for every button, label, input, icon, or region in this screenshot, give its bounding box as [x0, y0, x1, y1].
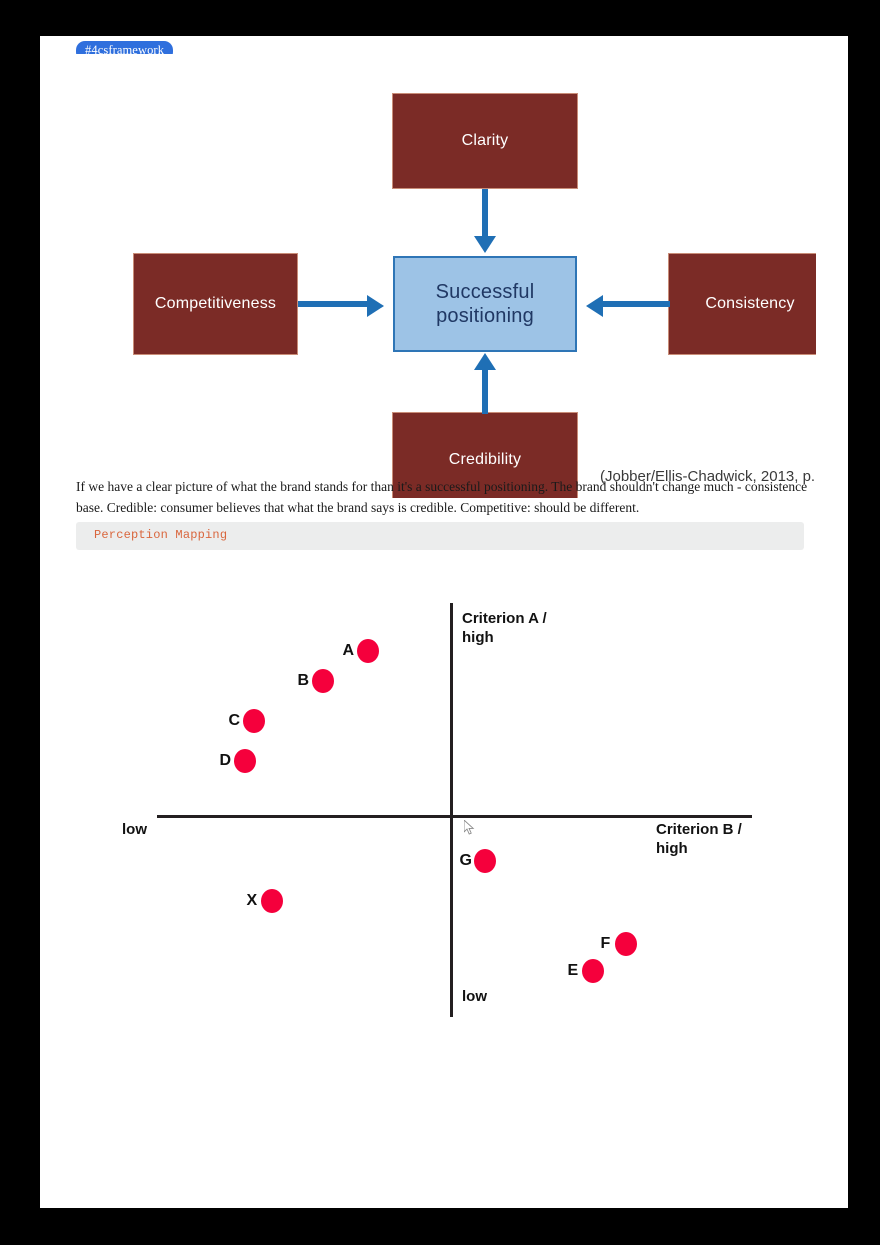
chart-point-label-c: C — [228, 712, 241, 730]
arrow-competitiveness-to-center-line — [298, 301, 373, 307]
arrow-clarity-to-center-head — [474, 236, 496, 253]
diagram-box-clarity: Clarity — [392, 93, 578, 189]
chart-point-label-f: F — [600, 934, 611, 952]
arrow-competitiveness-to-center-head — [367, 295, 384, 317]
chart-y-axis — [450, 603, 453, 1017]
chart-point-f — [614, 931, 637, 956]
arrow-clarity-to-center-line — [482, 189, 488, 241]
chart-point-label-b: B — [297, 671, 310, 689]
arrow-credibility-to-center-line — [482, 369, 488, 414]
perception-map-chart: Criterion A / high Criterion B / high lo… — [76, 558, 804, 1017]
notes-paragraph: If we have a clear picture of what the b… — [76, 479, 808, 515]
chart-point-label-d: D — [219, 752, 232, 770]
chart-point-label-g: G — [459, 852, 472, 870]
chart-point-x — [260, 889, 283, 914]
chart-x-axis — [157, 815, 752, 818]
chart-point-d — [233, 749, 256, 774]
perception-mapping-heading: Perception Mapping — [94, 528, 228, 542]
diagram-box-consistency: Consistency — [668, 253, 816, 355]
diagram-citation: (Jobber/Ellis-Chadwick, 2013, p. — [600, 468, 816, 485]
chart-point-label-x: X — [246, 892, 258, 910]
chart-x-axis-low-label: low — [122, 821, 147, 838]
chart-point-b — [311, 668, 334, 693]
chart-y-axis-label: Criterion A / high — [462, 610, 547, 646]
arrow-credibility-to-center-head — [474, 353, 496, 370]
perception-mapping-header-bar: Perception Mapping — [76, 522, 804, 550]
diagram-box-competitiveness: Competitiveness — [133, 253, 298, 355]
document-page: #4csframework Clarity Competitiveness Co… — [40, 36, 848, 1208]
chart-point-a — [356, 639, 379, 664]
mouse-cursor-icon — [464, 820, 475, 835]
chart-y-axis-low-label: low — [462, 988, 487, 1005]
four-cs-framework-diagram: Clarity Competitiveness Consistency Cred… — [76, 54, 816, 498]
arrow-consistency-to-center-line — [598, 301, 670, 307]
diagram-box-successful-positioning: Successful positioning — [393, 256, 577, 352]
diagram-box-credibility: Credibility — [392, 412, 578, 498]
chart-point-label-a: A — [342, 642, 355, 660]
chart-x-axis-label: Criterion B / high — [656, 821, 742, 857]
chart-point-g — [473, 849, 496, 874]
chart-point-c — [242, 709, 265, 734]
chart-point-e — [581, 959, 604, 984]
chart-point-label-e: E — [567, 962, 579, 980]
arrow-consistency-to-center-head — [586, 295, 603, 317]
